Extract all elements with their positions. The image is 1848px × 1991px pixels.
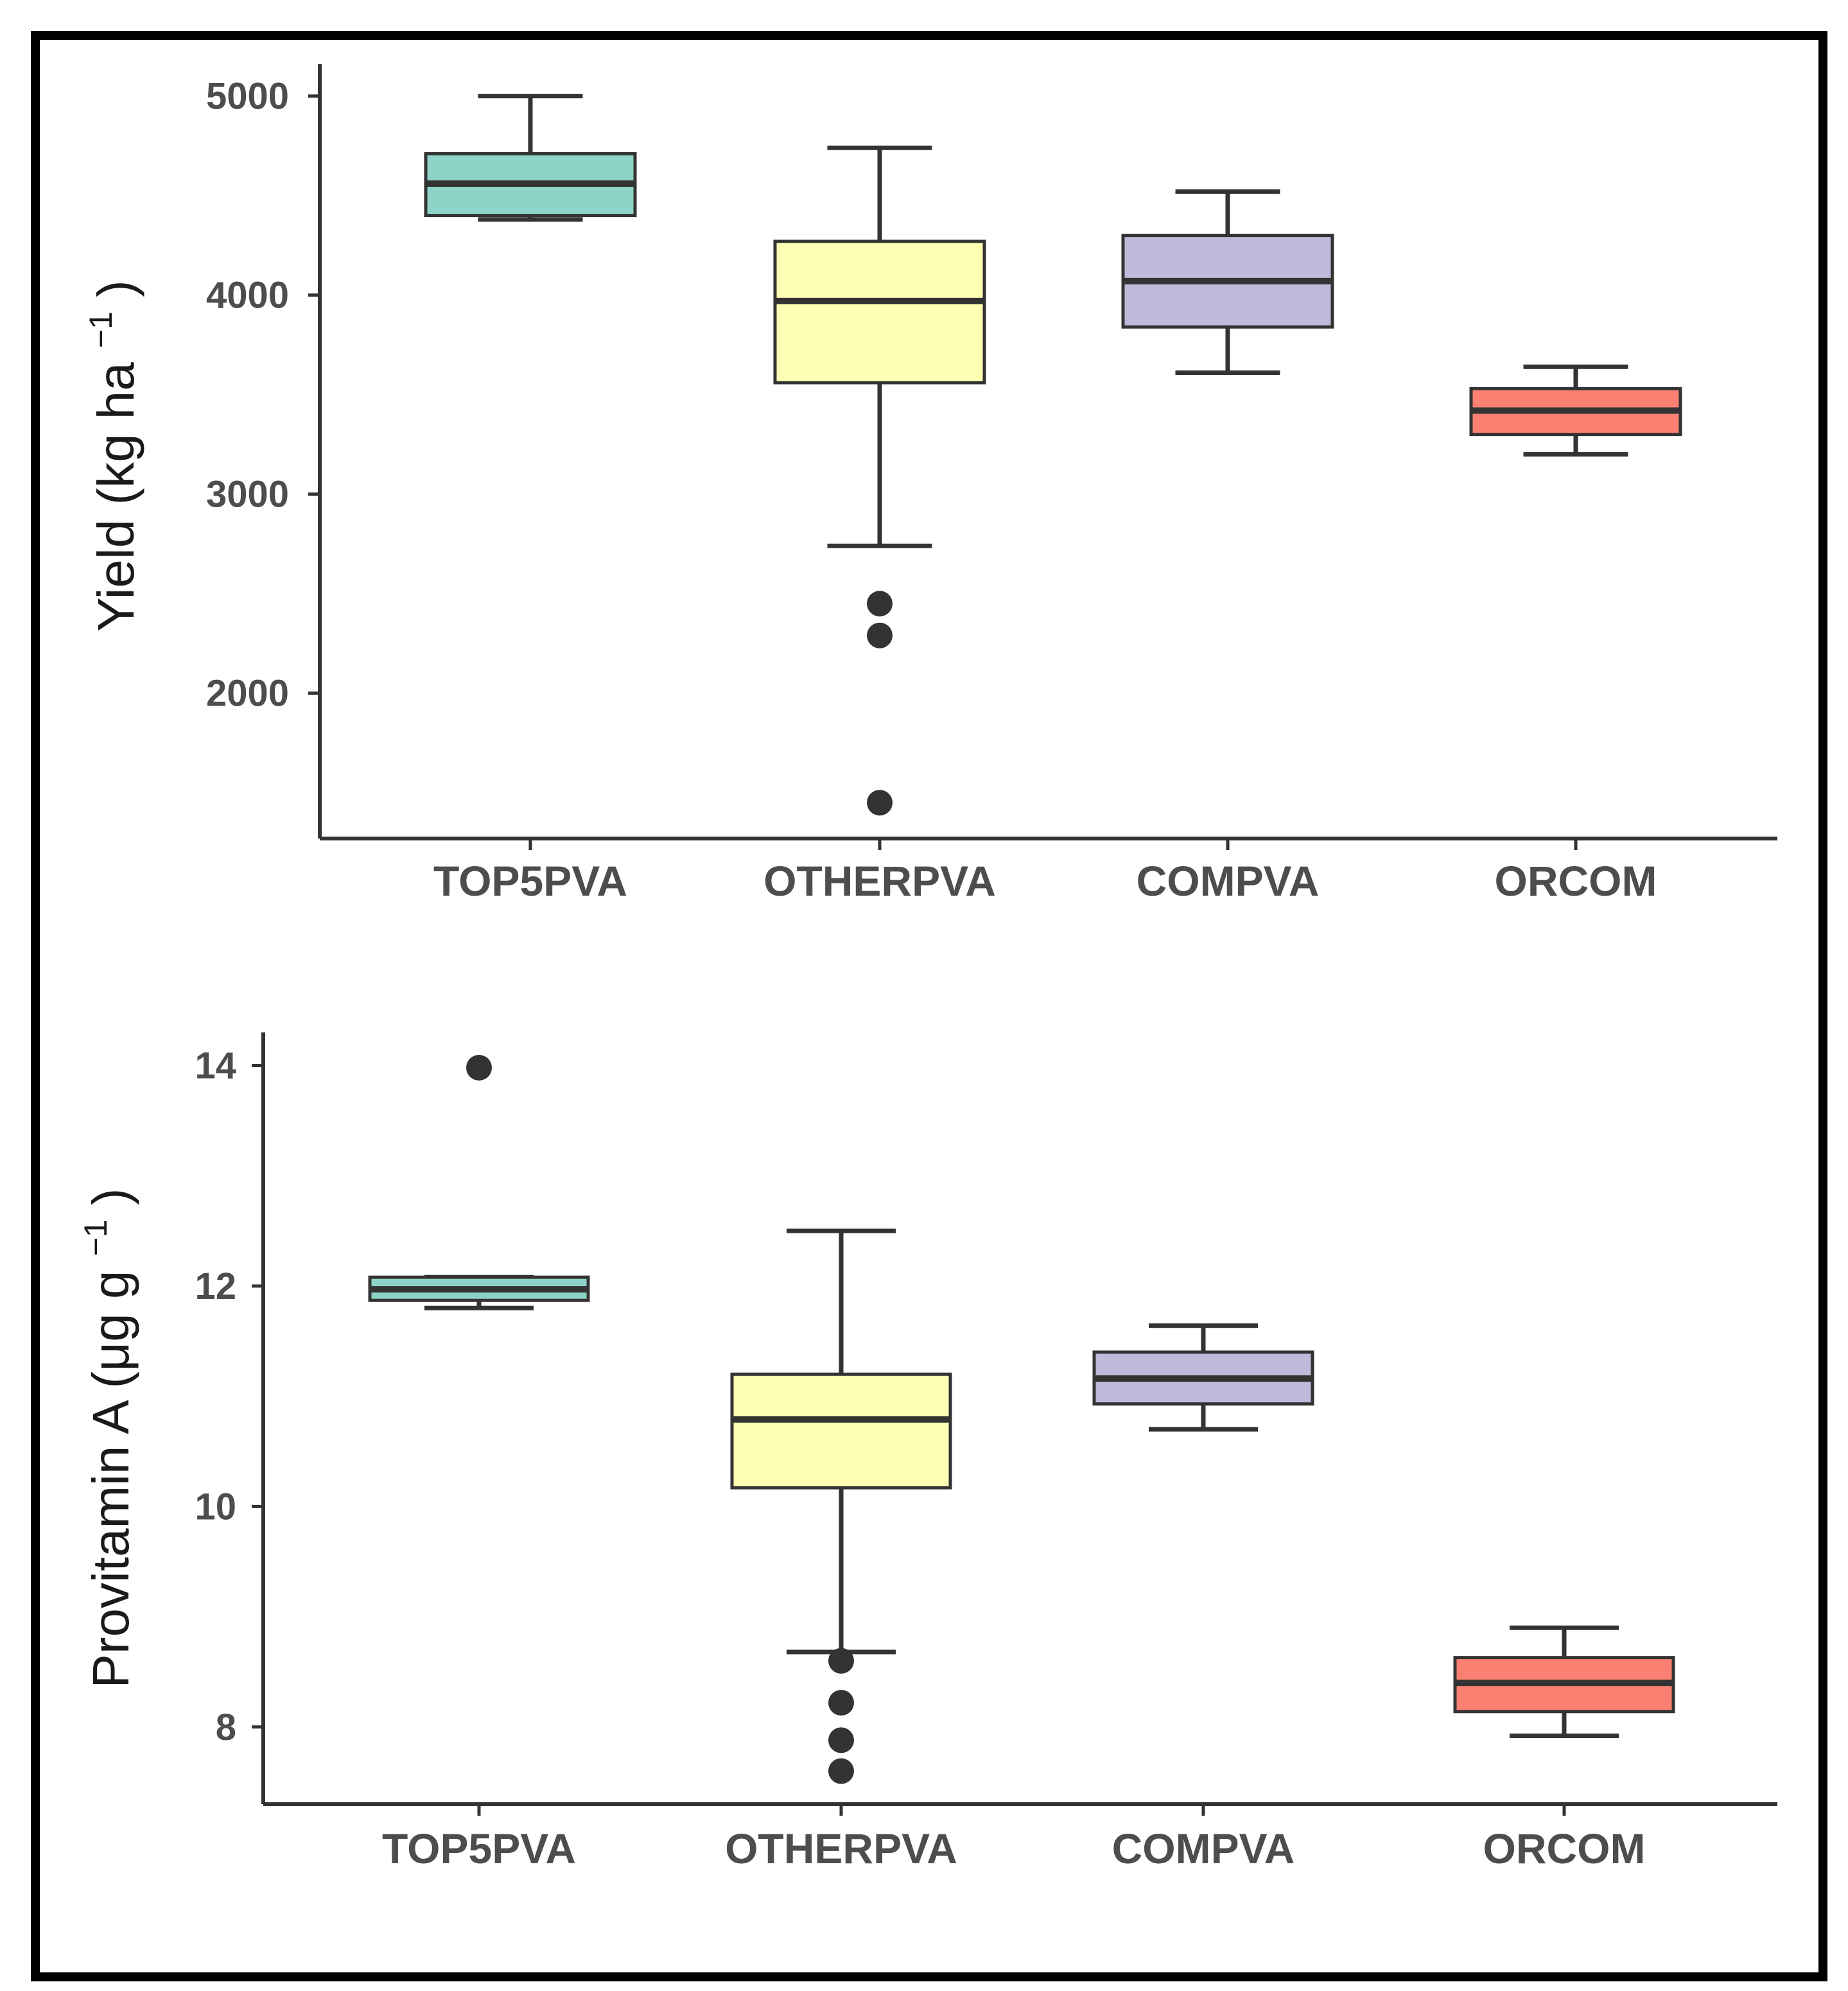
- y-tick-label: 4000: [206, 275, 289, 317]
- y-axis-title-text: Provitamin A (μg g: [82, 1256, 139, 1688]
- x-tick-label-orcom: ORCOM: [1483, 1825, 1646, 1872]
- box-body: [773, 239, 986, 385]
- y-tick-label: 3000: [206, 474, 289, 516]
- box-orcom: [1469, 364, 1682, 457]
- outlier-point: [867, 790, 893, 816]
- y-tick-label: 10: [195, 1486, 236, 1527]
- box-otherpva: [730, 1228, 952, 1784]
- box-orcom: [1453, 1625, 1675, 1739]
- y-tick-label: 5000: [206, 76, 289, 117]
- x-tick-label-orcom: ORCOM: [1495, 857, 1657, 905]
- box-otherpva: [773, 145, 986, 816]
- outlier-point: [828, 1648, 854, 1674]
- y-tick-label: 2000: [206, 673, 289, 715]
- x-tick-label-otherpva: OTHERPVA: [725, 1825, 957, 1872]
- y-tick-label: 8: [216, 1707, 236, 1748]
- box-top5pva: [424, 94, 637, 222]
- y-tick-label: 14: [195, 1045, 236, 1087]
- x-tick-label-compva: COMPVA: [1137, 857, 1320, 905]
- y-axis-title-superscript: −1: [78, 1219, 114, 1256]
- outlier-point: [828, 1727, 854, 1753]
- y-axis-title: Yield (kg ha −1 ): [83, 280, 144, 632]
- y-axis-title-close: ): [82, 1188, 139, 1220]
- y-axis-title-superscript: −1: [83, 311, 119, 348]
- outlier-point: [828, 1758, 854, 1784]
- chart-panel-2: 8 10 12 14 TOP5PVA OTHERPVA COMPVA ORCOM Provita…: [78, 1032, 1777, 1872]
- outlier-point: [466, 1054, 492, 1081]
- box-compva: [1121, 189, 1334, 376]
- y-axis-title-close: ): [87, 280, 144, 311]
- box-top5pva: [368, 1054, 590, 1310]
- box-compva: [1092, 1323, 1314, 1432]
- x-tick-label-otherpva: OTHERPVA: [763, 857, 996, 905]
- chart-panel-1: 2000 3000 4000 5000 TOP5PVA OTHERPVA COMPVA ORC…: [83, 64, 1777, 905]
- x-tick-label-top5pva: TOP5PVA: [433, 857, 627, 905]
- x-tick-label-compva: COMPVA: [1112, 1825, 1295, 1872]
- outlier-point: [867, 591, 893, 617]
- y-axis-title-text: Yield (kg ha: [87, 348, 144, 632]
- y-tick-label: 12: [195, 1265, 236, 1307]
- y-axis-title: Provitamin A (μg g −1 ): [78, 1188, 139, 1689]
- x-tick-label-top5pva: TOP5PVA: [382, 1825, 576, 1872]
- box-body: [730, 1372, 952, 1490]
- outlier-point: [867, 622, 893, 648]
- outlier-point: [828, 1690, 854, 1716]
